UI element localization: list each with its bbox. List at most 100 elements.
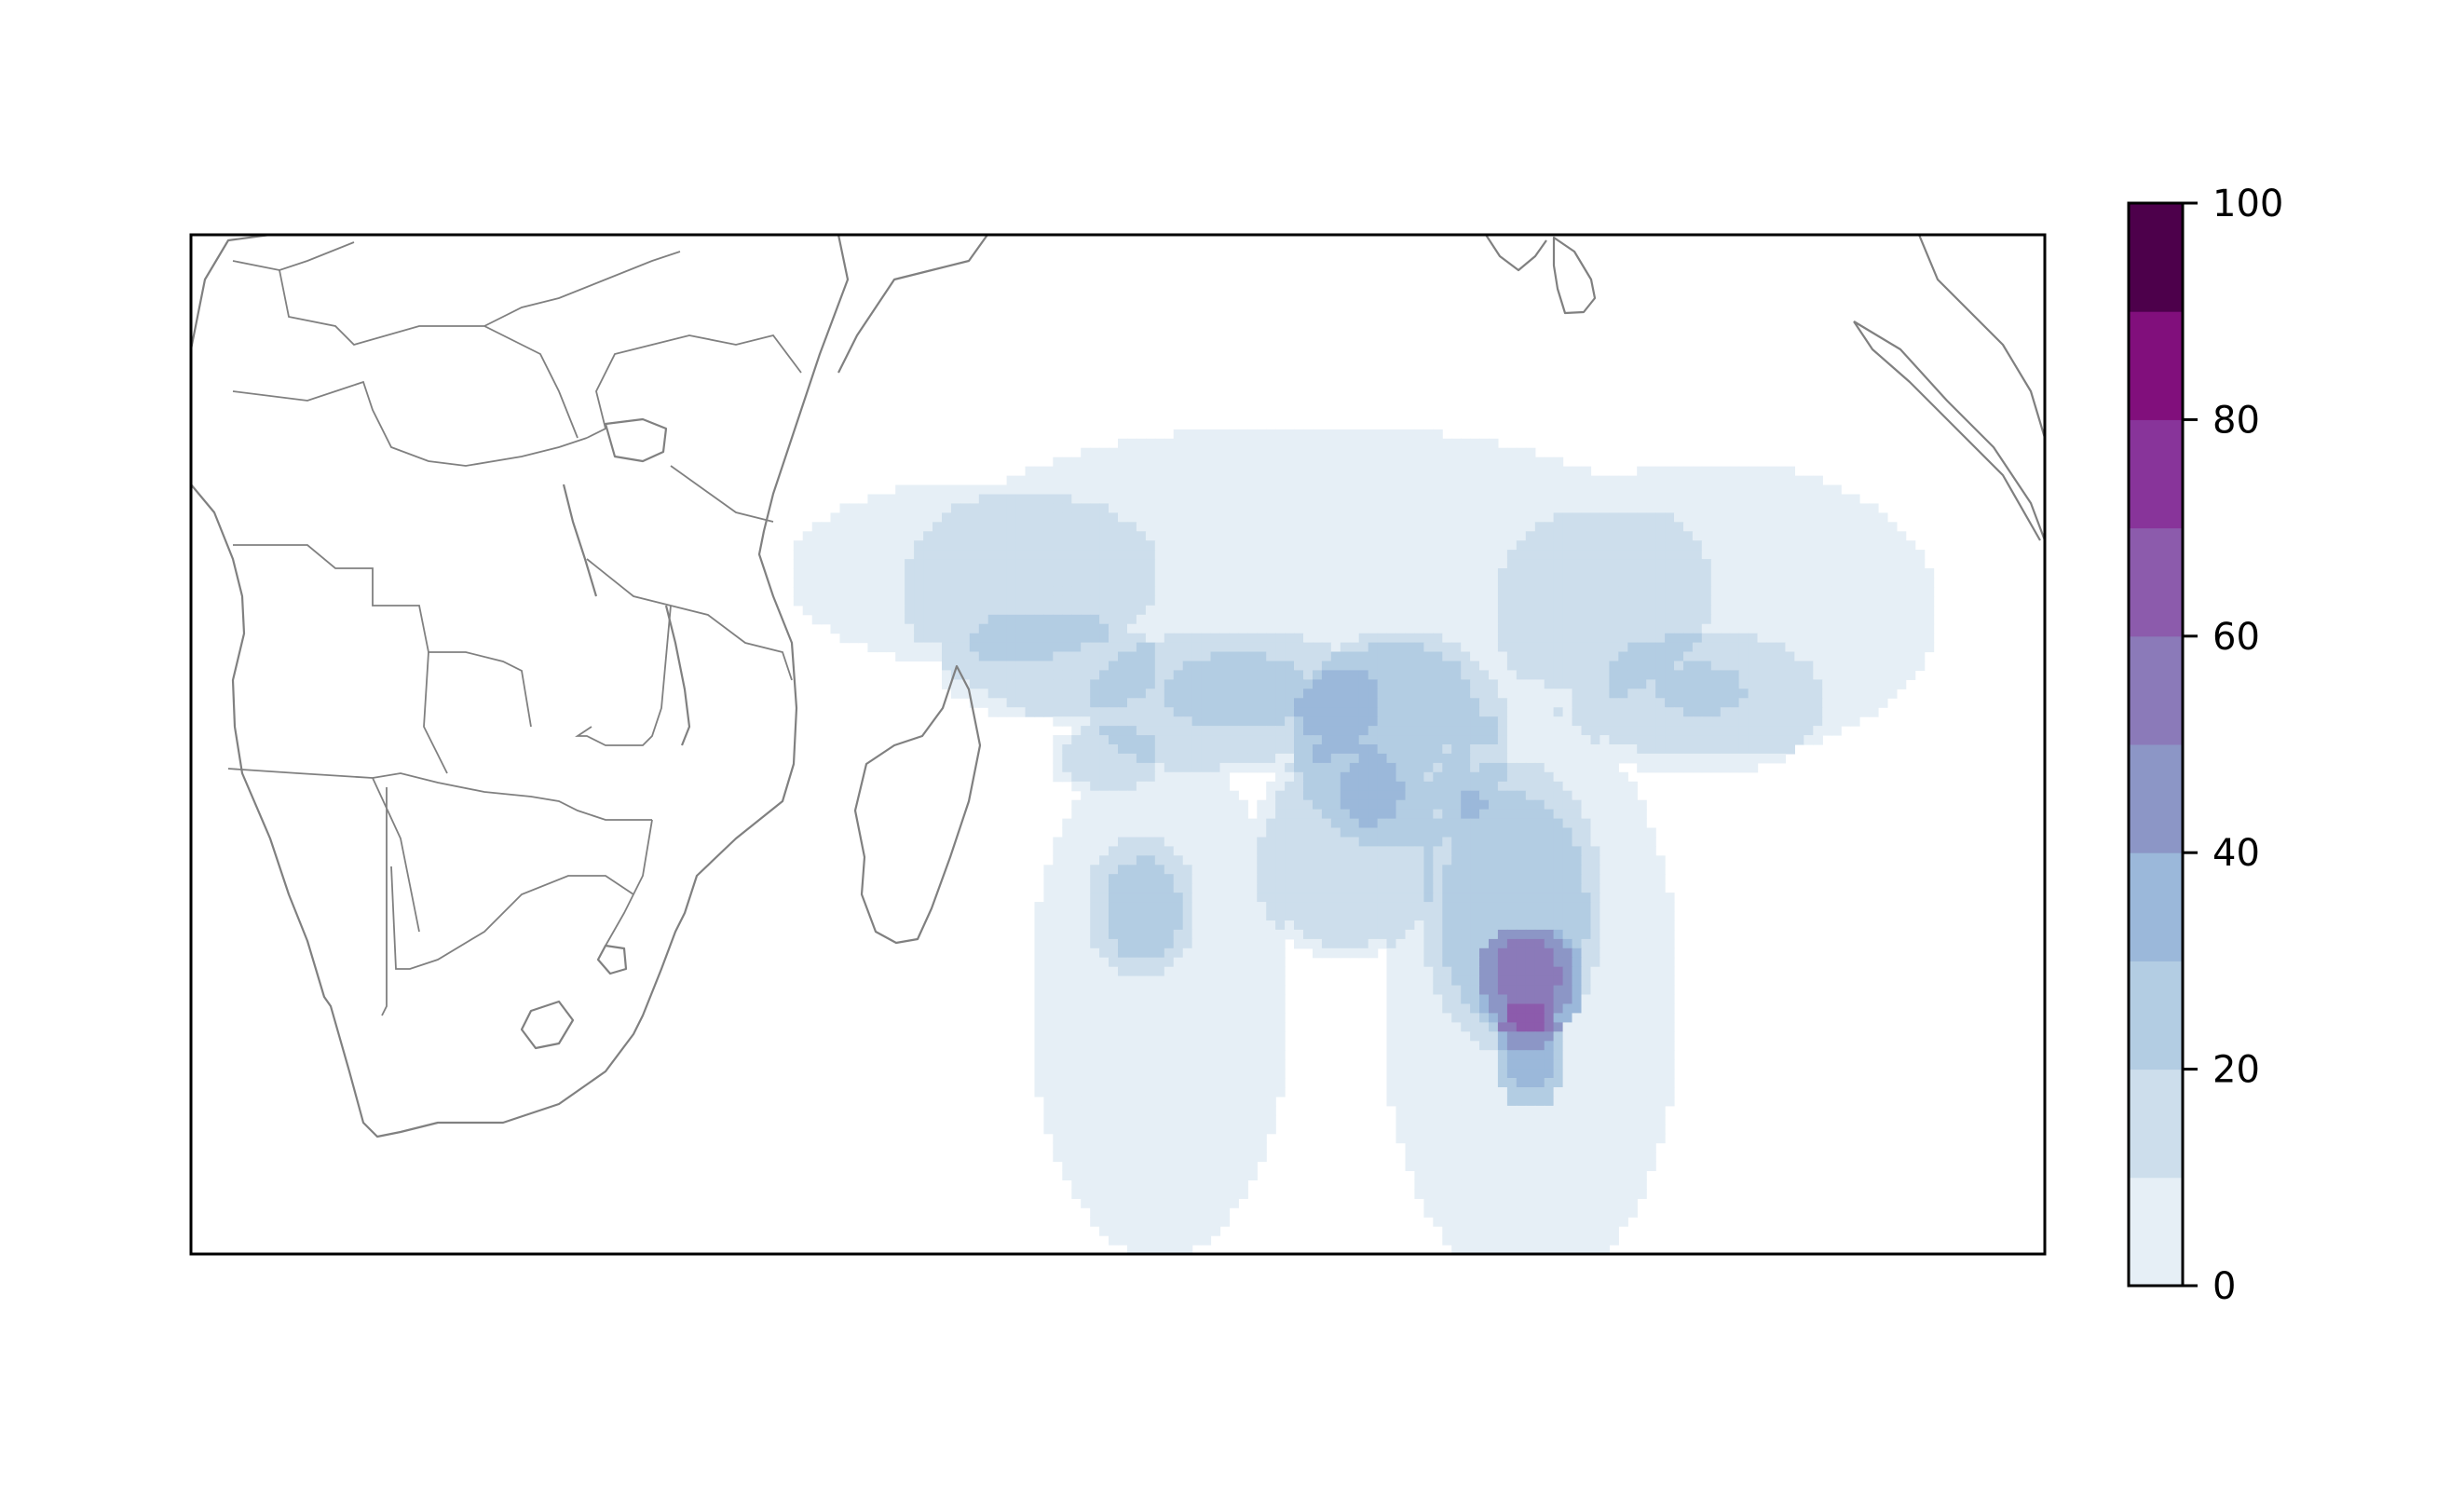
field-cell xyxy=(1451,475,1462,486)
field-cell xyxy=(914,484,924,495)
field-cell xyxy=(1637,902,1647,912)
field-cell xyxy=(978,614,989,625)
field-cell xyxy=(1618,716,1628,727)
field-cell xyxy=(1609,642,1619,653)
field-cell xyxy=(1905,550,1916,560)
field-cell xyxy=(978,559,989,569)
field-cell xyxy=(1534,688,1545,699)
field-cell xyxy=(1395,799,1407,811)
field-cell xyxy=(1173,595,1184,607)
field-cell xyxy=(1869,522,1879,532)
field-cell xyxy=(1062,957,1072,968)
field-cell xyxy=(1238,855,1248,866)
field-cell xyxy=(1553,799,1564,811)
field-cell xyxy=(1081,447,1091,458)
field-cell xyxy=(1099,735,1109,745)
field-cell xyxy=(1850,707,1860,717)
field-cell xyxy=(1081,938,1091,949)
field-cell xyxy=(1303,698,1314,708)
field-cell xyxy=(1349,726,1360,736)
field-cell xyxy=(1572,865,1583,875)
field-cell xyxy=(1182,846,1193,856)
field-cell xyxy=(914,559,924,569)
field-cell xyxy=(1285,707,1295,717)
field-cell xyxy=(1053,865,1063,875)
field-cell xyxy=(1470,790,1480,801)
field-cell xyxy=(1182,661,1193,671)
field-cell xyxy=(1358,466,1369,477)
field-cell xyxy=(1497,716,1508,727)
field-cell xyxy=(1831,661,1842,671)
field-cell xyxy=(1757,614,1768,625)
field-cell xyxy=(1303,503,1314,513)
field-cell xyxy=(1479,947,1490,959)
field-cell xyxy=(1506,929,1518,940)
field-cell xyxy=(1062,707,1072,717)
field-cell xyxy=(1886,559,1898,569)
field-cell xyxy=(1294,726,1304,736)
field-cell xyxy=(1627,679,1638,689)
field-cell xyxy=(1729,679,1740,689)
field-cell xyxy=(1294,688,1304,699)
field-cell xyxy=(1071,902,1082,912)
field-cell xyxy=(1590,559,1601,569)
field-cell xyxy=(1368,781,1379,792)
field-cell xyxy=(1544,550,1555,560)
field-cell xyxy=(1303,753,1314,764)
field-cell xyxy=(969,494,980,504)
field-cell xyxy=(1516,735,1527,745)
field-cell xyxy=(1562,893,1573,903)
field-cell xyxy=(1136,762,1147,773)
field-cell xyxy=(923,512,933,523)
field-cell xyxy=(1516,716,1527,727)
field-cell xyxy=(1090,614,1100,625)
field-cell xyxy=(1748,494,1759,504)
field-cell xyxy=(1081,466,1091,477)
field-cell xyxy=(905,494,915,504)
field-cell xyxy=(1386,781,1397,792)
field-cell xyxy=(1581,744,1592,755)
field-cell xyxy=(1655,679,1666,689)
field-cell xyxy=(1451,716,1462,727)
field-cell xyxy=(1275,531,1286,541)
field-cell xyxy=(1618,688,1628,699)
field-cell xyxy=(1358,735,1369,745)
field-cell xyxy=(1525,818,1536,829)
field-cell xyxy=(1238,947,1248,959)
field-cell xyxy=(1090,522,1100,532)
field-cell xyxy=(1266,855,1276,866)
field-cell xyxy=(1136,818,1147,829)
field-cell xyxy=(1025,698,1036,708)
field-cell xyxy=(1090,735,1100,745)
field-cell xyxy=(1590,707,1601,717)
field-cell xyxy=(1470,837,1480,847)
field-cell xyxy=(1461,893,1471,903)
field-cell xyxy=(1590,475,1601,486)
field-cell xyxy=(811,559,823,569)
field-cell xyxy=(1164,902,1175,912)
field-cell xyxy=(1627,874,1638,884)
field-cell xyxy=(1497,559,1508,569)
field-cell xyxy=(1201,550,1212,560)
field-cell xyxy=(1525,642,1536,653)
field-cell xyxy=(1692,623,1703,634)
field-cell xyxy=(1655,855,1666,866)
field-cell xyxy=(1313,735,1323,745)
field-cell xyxy=(1358,670,1369,680)
field-cell xyxy=(1071,586,1082,597)
field-cell xyxy=(1303,550,1314,560)
field-cell xyxy=(1405,559,1416,569)
field-cell xyxy=(1581,865,1592,875)
field-cell xyxy=(1683,744,1694,755)
field-cell xyxy=(1618,559,1628,569)
field-cell xyxy=(1118,595,1128,607)
field-cell xyxy=(1544,938,1555,949)
field-cell xyxy=(1358,947,1369,959)
field-cell xyxy=(1414,929,1424,940)
field-cell xyxy=(1368,818,1379,829)
field-cell xyxy=(1831,586,1842,597)
field-cell xyxy=(1136,466,1147,477)
field-cell xyxy=(1470,679,1480,689)
field-cell xyxy=(1600,494,1610,504)
field-cell xyxy=(1247,865,1258,875)
